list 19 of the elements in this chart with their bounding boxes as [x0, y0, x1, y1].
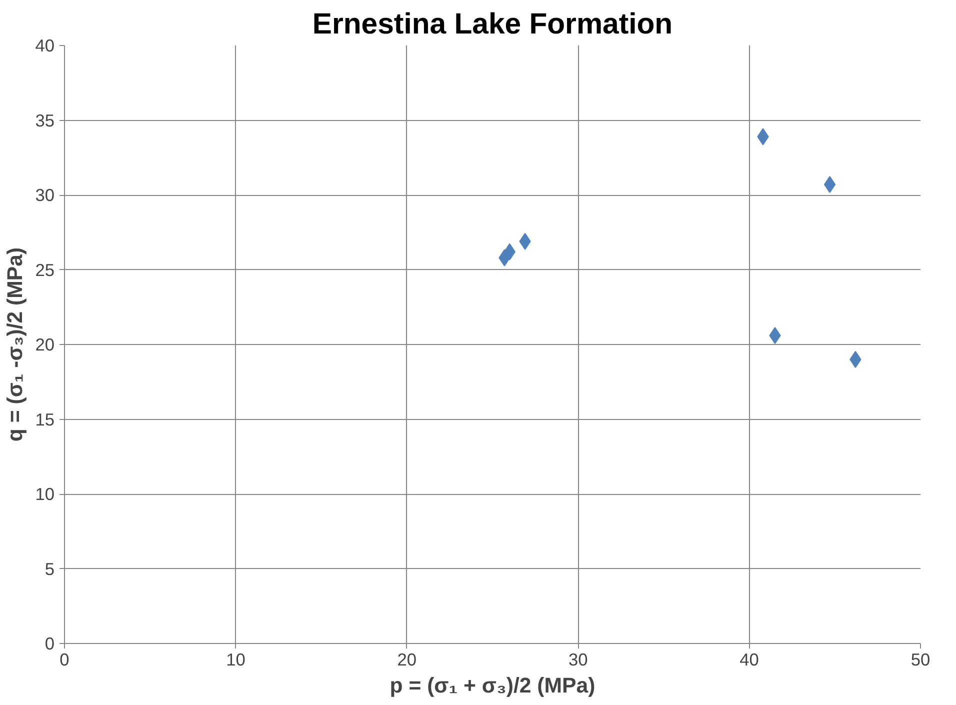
x-tick-label: 30 — [568, 650, 588, 670]
x-tick-label: 10 — [226, 650, 246, 670]
x-tick-label: 50 — [910, 650, 930, 670]
y-axis-title: q = (σ₁ -σ₃)/2 (MPa) — [3, 247, 28, 442]
x-tick-label: 40 — [740, 650, 759, 670]
x-tick-label: 20 — [397, 650, 417, 670]
y-tick-label: 15 — [35, 409, 55, 430]
y-tick-label: 40 — [35, 36, 55, 56]
point — [824, 176, 836, 194]
x-axis-title: p = (σ₁ + σ₃)/2 (MPa) — [390, 674, 596, 698]
y-tick-label: 5 — [44, 558, 55, 579]
y-tick-label: 0 — [44, 634, 55, 654]
y-tick-label: 10 — [35, 484, 55, 504]
chart-title: Ernestina Lake Formation — [312, 8, 673, 40]
y-tick-label: 30 — [35, 185, 55, 205]
y-tick-label: 25 — [35, 260, 55, 280]
x-tick-label: 0 — [60, 650, 70, 670]
y-tick-label: 35 — [35, 110, 55, 130]
y-tick-label: 20 — [35, 334, 55, 354]
